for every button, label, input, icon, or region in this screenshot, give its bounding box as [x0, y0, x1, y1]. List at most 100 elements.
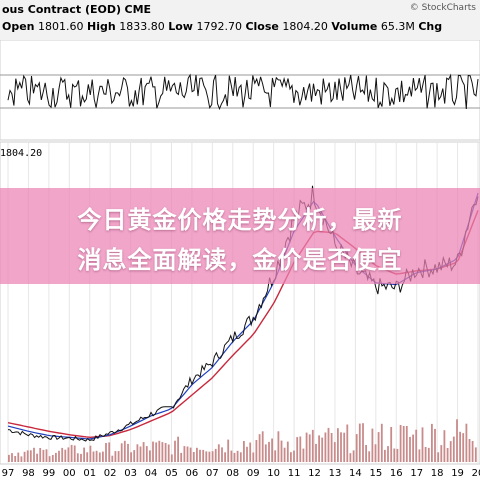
volume-bar — [142, 442, 145, 462]
volume-bar — [349, 453, 352, 462]
volume-bar — [33, 447, 35, 462]
x-tick-label: 97 — [2, 468, 15, 479]
volume-bar — [343, 432, 346, 462]
volume-bar — [114, 451, 117, 462]
volume-bar — [368, 451, 371, 462]
volume-bar — [268, 441, 270, 462]
volume-bar — [170, 454, 173, 462]
volume-bar — [14, 456, 17, 462]
volume-bar — [409, 436, 411, 462]
volume-bar — [177, 436, 179, 462]
volume-bar — [36, 453, 38, 462]
x-tick-label: 17 — [410, 468, 423, 479]
volume-bar — [443, 430, 446, 462]
volume-bar — [102, 451, 104, 462]
x-tick-label: 09 — [247, 468, 260, 479]
volume-bar — [346, 424, 349, 462]
volume-bar — [252, 452, 255, 462]
x-tick-label: 01 — [83, 468, 96, 479]
volume-bar — [192, 452, 195, 462]
volume-bar — [255, 440, 258, 462]
x-tick-label: 14 — [349, 468, 362, 479]
volume-bar — [136, 444, 139, 462]
volume-bar — [224, 452, 226, 462]
volume-bar — [196, 447, 198, 462]
volume-bar — [130, 452, 132, 462]
volume-bar — [117, 451, 120, 462]
volume-bar — [64, 449, 67, 462]
volume-bar — [271, 438, 273, 462]
volume-bar — [318, 435, 320, 462]
volume-bar — [161, 442, 164, 462]
volume-bar — [208, 451, 211, 462]
x-tick-label: 06 — [186, 468, 199, 479]
ohlc-row: Open 1801.60 High 1833.80 Low 1792.70 Cl… — [2, 20, 442, 33]
x-tick-label: 04 — [145, 468, 158, 479]
volume-bar — [73, 445, 76, 462]
volume-bar — [42, 449, 45, 462]
volume-bar — [230, 450, 233, 462]
volume-bar — [98, 452, 101, 462]
volume-bar — [299, 436, 302, 462]
quote-header: ous Contract (EOD) CME © StockCharts Ope… — [0, 0, 480, 40]
volume-bar — [440, 445, 443, 462]
volume-bar — [152, 441, 154, 462]
volume-bar — [462, 433, 465, 462]
volume-bar — [243, 441, 245, 462]
volume-bar — [145, 446, 148, 462]
volume-bar — [20, 456, 23, 462]
volume-bar — [264, 444, 267, 462]
volume-bar — [283, 447, 286, 462]
volume-bar — [355, 434, 358, 462]
volume-bar — [8, 454, 10, 462]
volume-bar — [95, 450, 98, 462]
volume-bar — [358, 423, 361, 462]
volume-bar — [384, 449, 386, 462]
volume-bar — [17, 452, 20, 462]
open-label: Open — [2, 20, 35, 33]
close-label: Close — [245, 20, 279, 33]
volume-bar — [45, 449, 48, 462]
volume-bar — [437, 452, 440, 462]
x-tick-label: 99 — [43, 468, 56, 479]
low-value: 1792.70 — [196, 20, 242, 33]
volume-bar — [302, 448, 305, 462]
x-tick-label: 05 — [165, 468, 178, 479]
close-value: 1804.20 — [282, 20, 328, 33]
high-label: High — [87, 20, 116, 33]
volume-bar — [92, 451, 95, 462]
volume-bar — [308, 434, 311, 462]
headline-banner — [0, 188, 480, 284]
volume-bar — [418, 449, 421, 462]
volume-bar — [321, 437, 324, 462]
volume-bar — [424, 447, 427, 462]
volume-bar — [337, 428, 339, 462]
volume-bar — [80, 453, 82, 462]
volume-bar — [405, 426, 408, 462]
x-tick-label: 08 — [226, 468, 239, 479]
volume-bar — [277, 431, 280, 462]
volume-bar — [311, 429, 314, 462]
volume-bar — [340, 432, 342, 462]
x-tick-label: 16 — [390, 468, 403, 479]
headline-line-2: 消息全面解读，金价是否便宜 — [77, 246, 403, 274]
volume-bar — [139, 446, 142, 462]
volume-bar — [377, 432, 380, 462]
volume-bar — [468, 439, 471, 462]
volume-bar — [365, 445, 367, 462]
volume-bar — [474, 447, 477, 462]
volume-bar — [399, 425, 402, 462]
volume-bar — [11, 453, 13, 462]
volume-bar — [86, 452, 89, 462]
volume-bar — [183, 446, 186, 462]
volume-bar — [189, 447, 192, 462]
volume-bar — [89, 445, 92, 462]
volume-bar — [205, 451, 208, 462]
volume-bar — [421, 427, 424, 462]
volume-bar — [246, 446, 248, 462]
volume-bar — [449, 441, 452, 462]
x-tick-label: 02 — [104, 468, 117, 479]
volume-bar — [227, 439, 230, 462]
low-label: Low — [168, 20, 193, 33]
